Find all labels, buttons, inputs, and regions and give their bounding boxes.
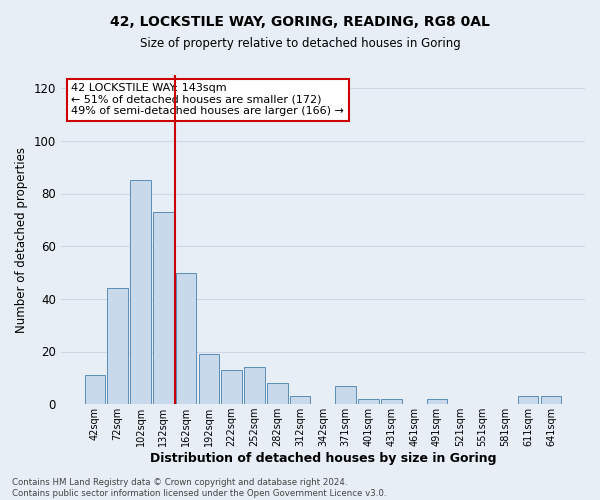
Text: 42, LOCKSTILE WAY, GORING, READING, RG8 0AL: 42, LOCKSTILE WAY, GORING, READING, RG8 … <box>110 15 490 29</box>
Bar <box>199 354 219 404</box>
Bar <box>335 386 356 404</box>
Bar <box>153 212 173 404</box>
Bar <box>381 399 401 404</box>
Text: 42 LOCKSTILE WAY: 143sqm
← 51% of detached houses are smaller (172)
49% of semi-: 42 LOCKSTILE WAY: 143sqm ← 51% of detach… <box>71 83 344 116</box>
Text: Contains HM Land Registry data © Crown copyright and database right 2024.
Contai: Contains HM Land Registry data © Crown c… <box>12 478 386 498</box>
Bar <box>107 288 128 404</box>
Bar <box>358 399 379 404</box>
Text: Size of property relative to detached houses in Goring: Size of property relative to detached ho… <box>140 38 460 51</box>
Bar <box>244 368 265 404</box>
Y-axis label: Number of detached properties: Number of detached properties <box>15 146 28 332</box>
X-axis label: Distribution of detached houses by size in Goring: Distribution of detached houses by size … <box>149 452 496 465</box>
Bar <box>541 396 561 404</box>
Bar <box>267 383 287 404</box>
Bar <box>427 399 447 404</box>
Bar <box>221 370 242 404</box>
Bar <box>290 396 310 404</box>
Bar <box>130 180 151 404</box>
Bar <box>85 375 105 404</box>
Bar <box>518 396 538 404</box>
Bar <box>176 272 196 404</box>
